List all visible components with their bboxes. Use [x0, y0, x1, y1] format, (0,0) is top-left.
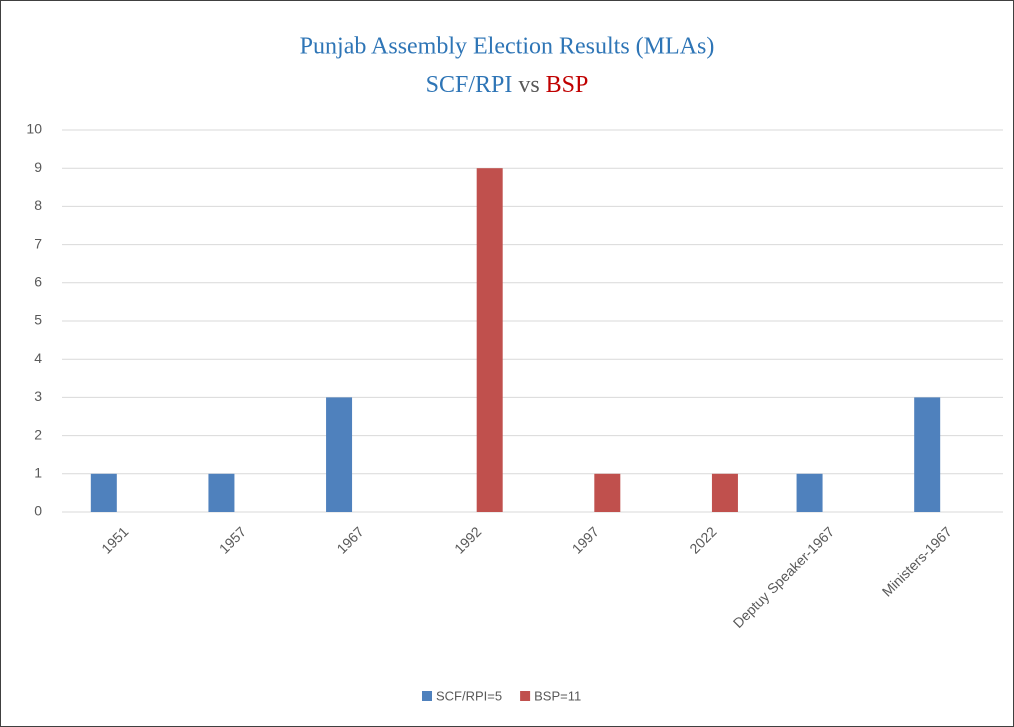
y-tick-label: 10 [26, 121, 42, 137]
bar [796, 473, 823, 512]
y-tick-label: 6 [34, 274, 42, 290]
bar [90, 473, 117, 512]
bar [711, 473, 738, 512]
subtitle-part: SCF/RPI [426, 72, 513, 98]
y-tick-label: 8 [34, 197, 42, 213]
chart-title: Punjab Assembly Election Results (MLAs) [300, 34, 715, 60]
legend-swatch [520, 691, 531, 701]
legend-swatch [422, 691, 432, 701]
y-tick-label: 9 [34, 159, 42, 175]
bar [914, 397, 941, 512]
y-tick-label: 7 [34, 235, 42, 251]
chart-subtitle: SCF/RPI vs BSP [426, 72, 589, 98]
subtitle-part: BSP [546, 72, 589, 98]
y-tick-label: 2 [34, 426, 42, 442]
bar [476, 168, 503, 512]
legend-label: SCF/RPI=5 [436, 688, 502, 703]
bar [594, 473, 621, 512]
subtitle-part: vs [518, 72, 539, 98]
y-tick-label: 4 [34, 350, 42, 366]
bar [208, 473, 235, 512]
y-tick-label: 5 [34, 312, 42, 328]
y-tick-label: 1 [34, 465, 42, 481]
legend-label: BSP=11 [534, 688, 581, 703]
y-tick-label: 0 [34, 503, 42, 519]
y-tick-label: 3 [34, 388, 42, 404]
bar [326, 397, 353, 512]
